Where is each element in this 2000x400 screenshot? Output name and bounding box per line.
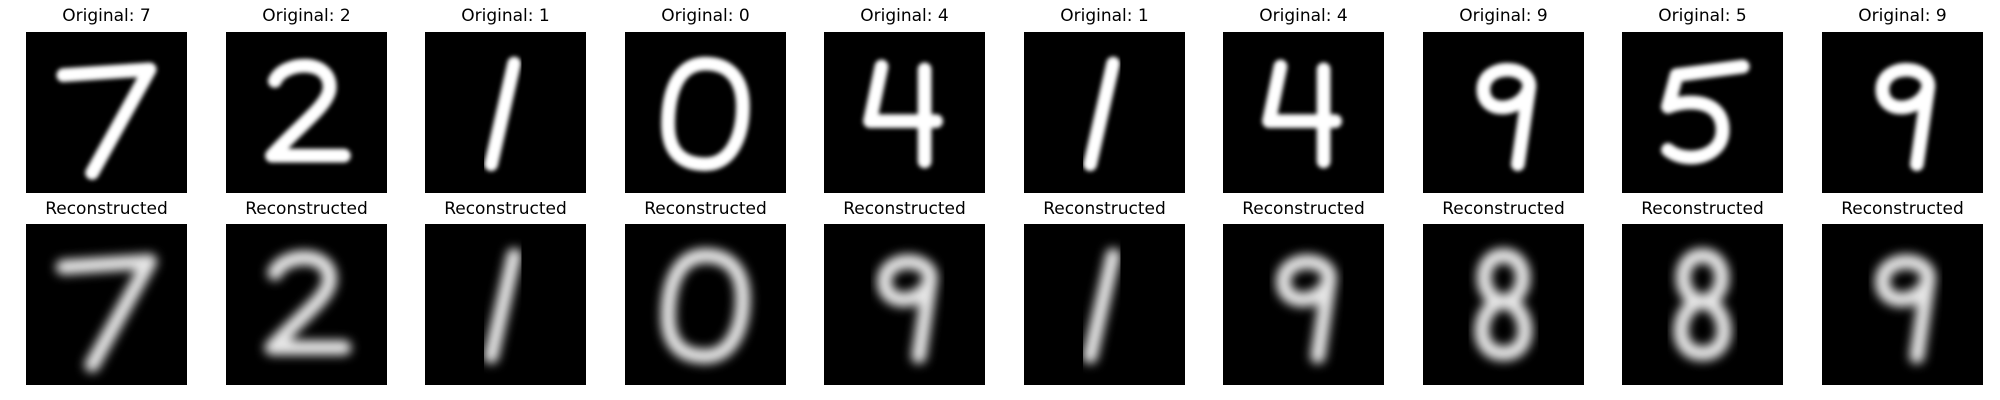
digit-glyph [264,250,352,356]
digit-stroke [661,56,750,172]
reconstructed-title: Reconstructed [1043,199,1166,219]
digit-stroke [1874,254,1936,364]
digit-glyph [863,59,944,169]
digit-stroke [264,250,352,356]
digit-glyph [1673,248,1732,361]
reconstructed-digit-image [226,224,387,385]
reconstructed-digit-image [1622,224,1783,385]
reconstructed-title: Reconstructed [1641,199,1764,219]
digit-glyph [483,248,522,364]
digit-stroke [863,59,944,169]
original-title: Original: 2 [262,6,351,26]
original-title: Original: 1 [1060,6,1149,26]
original-digit-image [425,32,586,193]
digit-stroke [660,248,751,364]
digit-glyph [1875,62,1936,172]
digit-stroke [484,56,522,172]
digit-stroke [1262,59,1343,169]
original-digit-image [625,32,786,193]
digit-stroke [1082,248,1121,364]
reconstructed-digit-image [1024,224,1185,385]
digit-stroke [56,62,157,180]
original-digit-image [1024,32,1185,193]
digit-glyph [1082,248,1121,364]
digit-glyph [1275,254,1337,364]
reconstructed-title: Reconstructed [1442,199,1565,219]
digit-stroke [1875,62,1936,172]
digit-stroke [1474,248,1533,361]
original-digit-image [1822,32,1983,193]
digit-glyph [1661,59,1750,165]
digit-stroke [483,248,522,364]
digit-glyph [484,56,522,172]
reconstructed-title: Reconstructed [245,199,368,219]
reconstructed-digit-image [1423,224,1584,385]
digit-stroke [1083,56,1121,172]
original-title: Original: 9 [1459,6,1548,26]
reconstructed-digit-image [625,224,786,385]
digit-glyph [1262,59,1343,169]
original-title: Original: 1 [461,6,550,26]
digit-stroke [1673,248,1732,361]
original-title: Original: 4 [860,6,949,26]
digit-glyph [876,254,938,364]
digit-glyph [1083,56,1121,172]
original-title: Original: 4 [1259,6,1348,26]
digit-glyph [1874,254,1936,364]
reconstructed-title: Reconstructed [843,199,966,219]
reconstructed-title: Reconstructed [1242,199,1365,219]
digit-stroke [265,58,351,163]
digit-glyph [661,56,750,172]
original-title: Original: 9 [1858,6,1947,26]
original-digit-image [1223,32,1384,193]
digit-glyph [265,58,351,163]
digit-glyph [1474,248,1533,361]
original-digit-image [1622,32,1783,193]
digit-glyph [55,253,158,373]
original-digit-image [1423,32,1584,193]
reconstructed-title: Reconstructed [1841,199,1964,219]
original-title: Original: 0 [661,6,750,26]
original-digit-image [226,32,387,193]
original-title: Original: 5 [1658,6,1747,26]
digit-glyph [660,248,751,364]
reconstructed-title: Reconstructed [45,199,168,219]
reconstructed-digit-image [1223,224,1384,385]
original-digit-image [26,32,187,193]
digit-stroke [1275,254,1337,364]
digit-stroke [1661,59,1750,165]
reconstructed-digit-image [824,224,985,385]
reconstructed-digit-image [1822,224,1983,385]
digit-stroke [876,254,938,364]
digit-glyph [1476,62,1537,172]
digit-stroke [1476,62,1537,172]
original-title: Original: 7 [62,6,151,26]
reconstructed-digit-image [425,224,586,385]
reconstructed-digit-image [26,224,187,385]
digit-glyph [56,62,157,180]
original-digit-image [824,32,985,193]
reconstructed-title: Reconstructed [444,199,567,219]
reconstructed-title: Reconstructed [644,199,767,219]
digit-stroke [55,253,158,373]
